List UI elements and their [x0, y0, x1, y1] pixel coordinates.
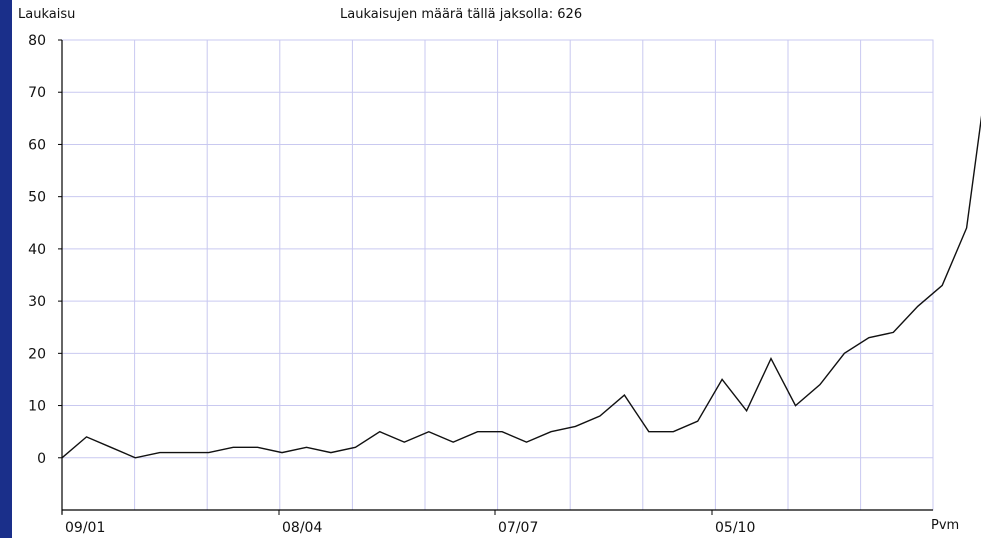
y-tick-label: 80	[28, 33, 46, 49]
x-ticks: 09/01 08/04 07/07 05/10	[61, 510, 755, 536]
x-tick-label: 05/10	[715, 520, 755, 536]
y-tick-label: 30	[28, 294, 46, 310]
y-tick-label: 50	[28, 190, 46, 206]
y-axis-title: Laukaisu	[18, 7, 76, 22]
y-tick-label: 40	[28, 242, 46, 258]
y-tick-label: 0	[37, 451, 46, 467]
series-line	[61, 115, 981, 459]
y-tick-label: 60	[28, 137, 46, 153]
axes	[61, 39, 934, 514]
x-tick-label: 08/04	[282, 520, 322, 536]
grid	[62, 39, 933, 511]
chart-title: Laukaisujen määrä tällä jaksolla: 626	[340, 7, 583, 22]
y-tick-label: 10	[28, 399, 46, 415]
series	[61, 115, 981, 459]
x-tick-label: 09/01	[65, 520, 105, 536]
left-border-bar	[0, 0, 12, 538]
y-tick-label: 20	[28, 346, 46, 362]
x-axis-title: Pvm	[931, 518, 960, 533]
y-tick-label: 70	[28, 85, 46, 101]
x-tick-label: 07/07	[498, 520, 538, 536]
y-ticks: 0 10 20 30 40 50 60 70 80	[28, 33, 62, 467]
